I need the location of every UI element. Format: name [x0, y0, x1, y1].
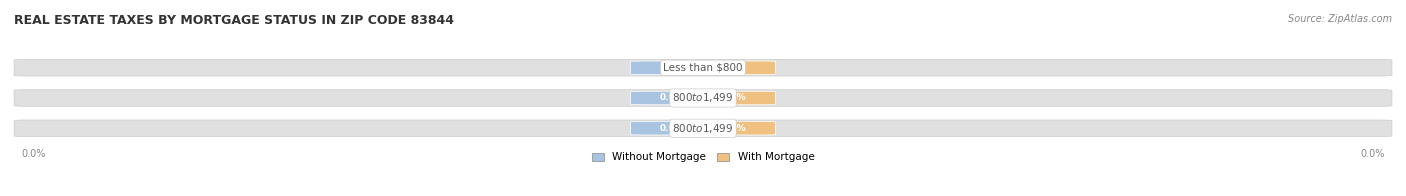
Legend: Without Mortgage, With Mortgage: Without Mortgage, With Mortgage [588, 148, 818, 167]
Text: 0.0%: 0.0% [1361, 149, 1385, 159]
Text: REAL ESTATE TAXES BY MORTGAGE STATUS IN ZIP CODE 83844: REAL ESTATE TAXES BY MORTGAGE STATUS IN … [14, 14, 454, 27]
Text: Less than $800: Less than $800 [664, 63, 742, 73]
Text: 0.0%: 0.0% [721, 93, 747, 103]
Text: $800 to $1,499: $800 to $1,499 [672, 122, 734, 135]
FancyBboxPatch shape [631, 61, 713, 74]
Text: 0.0%: 0.0% [659, 93, 685, 103]
Text: Source: ZipAtlas.com: Source: ZipAtlas.com [1288, 14, 1392, 24]
FancyBboxPatch shape [14, 120, 1392, 136]
FancyBboxPatch shape [693, 61, 775, 74]
Text: 0.0%: 0.0% [721, 124, 747, 133]
FancyBboxPatch shape [14, 60, 1392, 76]
FancyBboxPatch shape [631, 122, 713, 135]
Text: $800 to $1,499: $800 to $1,499 [672, 92, 734, 104]
FancyBboxPatch shape [693, 122, 775, 135]
Text: 0.0%: 0.0% [721, 63, 747, 72]
FancyBboxPatch shape [14, 90, 1392, 106]
FancyBboxPatch shape [693, 91, 775, 105]
Text: 0.0%: 0.0% [659, 124, 685, 133]
Text: 0.0%: 0.0% [659, 63, 685, 72]
FancyBboxPatch shape [631, 91, 713, 105]
Text: 0.0%: 0.0% [21, 149, 45, 159]
